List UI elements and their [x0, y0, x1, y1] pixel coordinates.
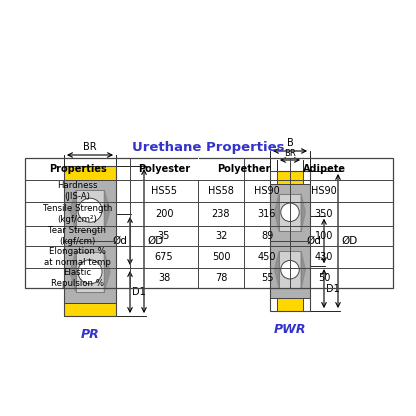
Polygon shape [104, 252, 110, 292]
Bar [270, 241, 310, 298]
Bar [25, 158, 393, 288]
Text: 430: 430 [315, 252, 333, 262]
Bar [76, 190, 104, 230]
Polygon shape [104, 190, 110, 230]
Bar [277, 171, 303, 183]
Text: D1: D1 [132, 287, 146, 297]
Text: Ød: Ød [112, 236, 127, 246]
Text: Polyester: Polyester [138, 164, 190, 174]
Text: PWR: PWR [274, 323, 306, 336]
Bar [64, 241, 116, 302]
Bar [76, 252, 104, 292]
Text: 350: 350 [315, 209, 333, 219]
Text: HS55: HS55 [151, 186, 177, 196]
Text: 38: 38 [158, 273, 170, 283]
Bar [64, 179, 116, 241]
Bar [277, 298, 303, 311]
Text: 200: 200 [155, 209, 173, 219]
Bar [64, 166, 116, 179]
Bar [64, 302, 116, 316]
Polygon shape [275, 193, 279, 231]
Text: 78: 78 [215, 273, 227, 283]
Text: 100: 100 [315, 231, 333, 241]
Circle shape [281, 203, 299, 222]
Circle shape [281, 260, 299, 279]
Bar [279, 251, 301, 288]
Text: HS90: HS90 [254, 186, 280, 196]
Polygon shape [301, 251, 305, 288]
Text: 500: 500 [212, 252, 230, 262]
Text: 50: 50 [318, 273, 330, 283]
Text: Tear Strength
(kgf/cm): Tear Strength (kgf/cm) [49, 226, 106, 246]
Bar [270, 171, 310, 311]
Bar [270, 183, 310, 241]
Text: ØD: ØD [147, 236, 163, 246]
Text: BR: BR [83, 142, 97, 152]
Text: PR: PR [81, 328, 99, 341]
Bar [64, 241, 116, 302]
Text: 675: 675 [155, 252, 173, 262]
Circle shape [78, 260, 102, 284]
Text: Polyether: Polyether [217, 164, 271, 174]
Text: 89: 89 [261, 231, 273, 241]
Polygon shape [70, 252, 76, 292]
Text: HS90: HS90 [311, 186, 337, 196]
Polygon shape [70, 190, 76, 230]
Text: D1: D1 [326, 284, 340, 294]
Text: Adipete: Adipete [302, 164, 346, 174]
Text: B: B [287, 138, 293, 148]
Polygon shape [301, 193, 305, 231]
Bar [64, 179, 116, 241]
Text: 316: 316 [258, 209, 276, 219]
Text: 35: 35 [158, 231, 170, 241]
Text: Tensile Strength
(kgf/cm²): Tensile Strength (kgf/cm²) [43, 204, 112, 224]
Text: Elastic
Repulsion %: Elastic Repulsion % [51, 268, 104, 288]
Text: 32: 32 [215, 231, 227, 241]
Bar [270, 241, 310, 298]
Text: 55: 55 [261, 273, 273, 283]
Text: 450: 450 [258, 252, 276, 262]
Text: Ød: Ød [306, 236, 321, 246]
Text: Urethane Properties: Urethane Properties [132, 141, 284, 154]
Text: BR: BR [284, 149, 296, 158]
Polygon shape [275, 251, 279, 288]
Text: Properties: Properties [49, 164, 106, 174]
Bar [270, 183, 310, 241]
Text: 238: 238 [212, 209, 230, 219]
Text: Hardness
(JIS-A): Hardness (JIS-A) [57, 181, 98, 201]
Circle shape [78, 198, 102, 222]
Bar [279, 193, 301, 231]
Bar [64, 166, 116, 316]
Text: ØD: ØD [341, 236, 357, 246]
Text: HS58: HS58 [208, 186, 234, 196]
Text: Elongation %
at normal temp: Elongation % at normal temp [44, 247, 111, 267]
